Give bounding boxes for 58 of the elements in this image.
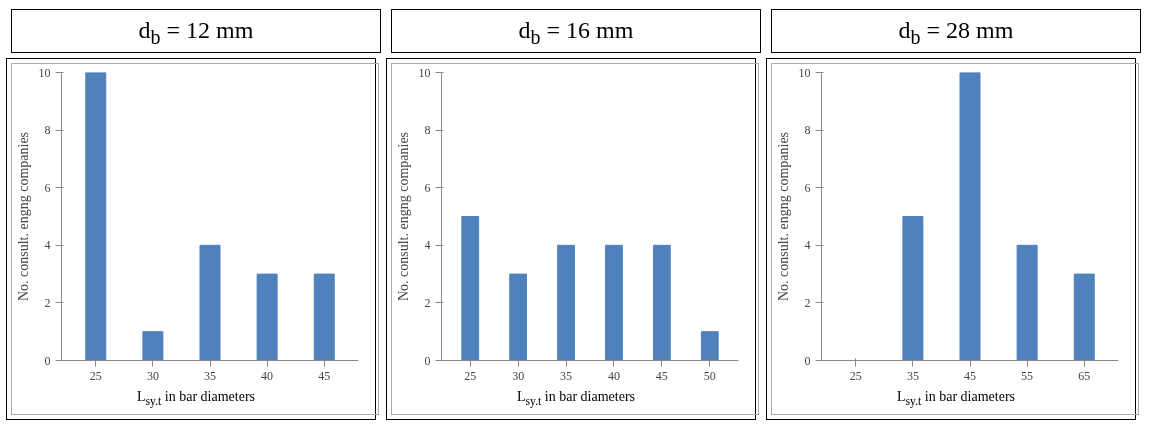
x-tick-label: 25: [849, 368, 862, 383]
chart-title: d$_{b}$ = 12 mm: [138, 16, 254, 50]
bar: [1016, 244, 1038, 361]
x-tick-label: 30: [146, 368, 159, 383]
bar: [461, 216, 480, 361]
y-axis-title: No. consult. engng companies: [395, 131, 411, 302]
chart-title: d$_{b}$ = 28 mm: [898, 16, 1014, 50]
bar: [142, 331, 164, 361]
y-tick-label: 6: [424, 180, 431, 195]
x-tick-label: 25: [464, 368, 477, 383]
y-tick-label: 6: [44, 180, 51, 195]
y-tick-label: 8: [44, 123, 51, 138]
x-tick-label: 40: [261, 368, 274, 383]
bar: [700, 331, 719, 361]
bar: [557, 244, 575, 361]
bar: [313, 273, 335, 361]
y-axis-title: No. consult. engng companies: [775, 131, 791, 302]
x-tick-label: 45: [964, 368, 976, 383]
y-tick-label: 2: [424, 295, 431, 310]
x-tick-label: 35: [906, 368, 919, 383]
bar: [902, 216, 924, 361]
y-tick-label: 10: [798, 65, 811, 80]
x-tick-label: 45: [655, 368, 668, 383]
x-tick-label: 65: [1078, 368, 1091, 383]
y-axis-title: No. consult. engng companies: [15, 131, 31, 302]
y-tick-label: 6: [804, 180, 811, 195]
x-axis-title: L$_{sy.t}$ in bar diameters: [516, 388, 635, 410]
bar: [509, 273, 528, 361]
chart-title: d$_{b}$ = 16 mm: [518, 16, 634, 50]
y-tick-label: 8: [424, 123, 431, 138]
y-tick-label: 0: [44, 353, 51, 368]
bar: [652, 244, 671, 361]
y-tick-label: 8: [804, 123, 811, 138]
y-tick-label: 0: [804, 353, 811, 368]
x-tick-label: 40: [607, 368, 620, 383]
x-axis-title: L$_{sy.t}$ in bar diameters: [136, 388, 255, 410]
bar: [199, 244, 221, 361]
x-tick-label: 50: [703, 368, 716, 383]
bar: [85, 72, 107, 361]
x-tick-label: 35: [560, 368, 573, 383]
y-tick-label: 4: [424, 238, 431, 253]
x-tick-label: 30: [512, 368, 525, 383]
x-tick-label: 35: [204, 368, 216, 383]
y-tick-label: 4: [804, 238, 811, 253]
x-tick-label: 45: [318, 368, 331, 383]
x-axis-title: L$_{sy.t}$ in bar diameters: [896, 388, 1015, 410]
y-tick-label: 10: [38, 65, 51, 80]
y-tick-label: 0: [424, 353, 431, 368]
bar: [605, 244, 623, 361]
y-tick-label: 10: [418, 65, 431, 80]
bar: [959, 72, 981, 361]
bar: [256, 273, 278, 361]
y-tick-label: 4: [44, 238, 51, 253]
x-tick-label: 25: [89, 368, 102, 383]
x-tick-label: 55: [1021, 368, 1034, 383]
y-tick-label: 2: [804, 295, 811, 310]
bar: [1073, 273, 1095, 361]
y-tick-label: 2: [44, 295, 51, 310]
